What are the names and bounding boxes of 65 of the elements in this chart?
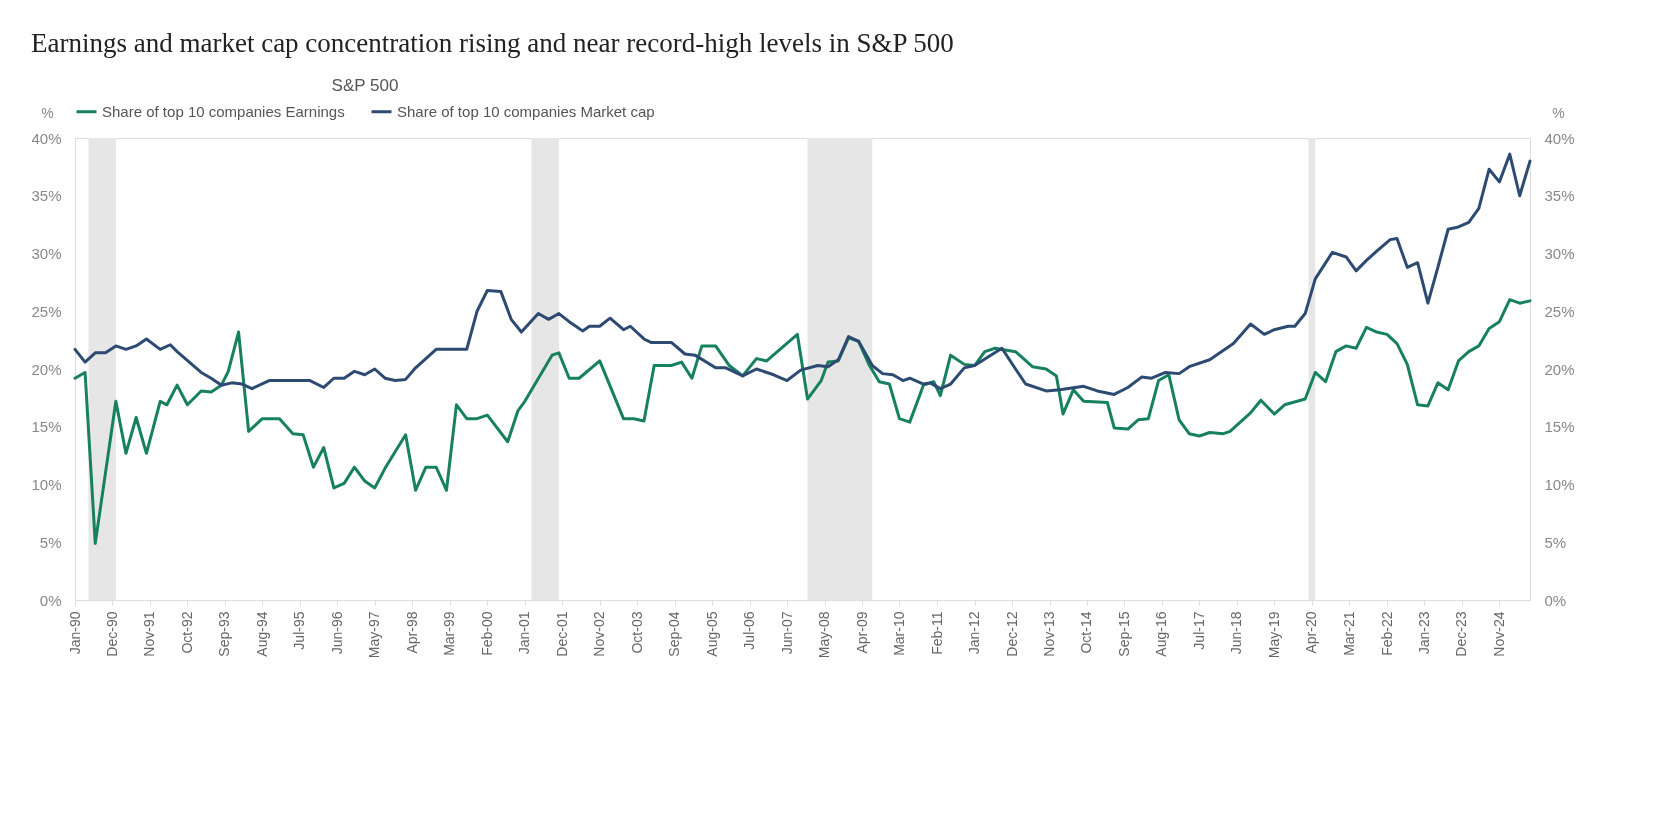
x-tick-label: Mar-21 [1340, 611, 1357, 656]
legend-label: Share of top 10 companies Earnings [102, 102, 345, 120]
x-tick-label: Jun-07 [778, 611, 795, 655]
x-tick-label: Nov-24 [1490, 611, 1507, 657]
x-tick-label: Sep-04 [666, 611, 683, 657]
y2-tick-label: 20% [1544, 360, 1575, 378]
y2-tick-label: 25% [1544, 302, 1575, 320]
x-tick-label: Nov-13 [1041, 611, 1058, 657]
y-tick-label: 30% [31, 245, 62, 262]
x-tick-label: May-08 [816, 611, 833, 659]
x-tick-label: Dec-01 [553, 611, 570, 657]
legend-label: Share of top 10 companies Market cap [397, 102, 655, 120]
line-series [73, 298, 1532, 545]
y-tick-label: 25% [31, 302, 62, 320]
y2-tick-label: 35% [1544, 187, 1575, 205]
y-tick-label: 15% [31, 418, 62, 436]
x-tick-label: Jul-95 [291, 611, 308, 650]
y2-tick-label: 30% [1544, 245, 1575, 262]
x-tick-label: Oct-03 [628, 611, 645, 654]
y-tick-label: 40% [31, 129, 62, 147]
chart-title: Earnings and market cap concentration rising and near record-high levels in S&P 500 [30, 28, 954, 58]
y2-tick-label: 15% [1544, 418, 1575, 436]
x-tick-label: Mar-99 [441, 611, 458, 656]
y2-tick-label: 10% [1544, 476, 1575, 493]
y2-tick-label: 0% [1544, 591, 1567, 609]
x-tick-label: May-97 [366, 611, 383, 659]
x-tick-label: May-19 [1265, 611, 1282, 659]
x-tick-label: Dec-12 [1003, 611, 1020, 657]
x-tick-label: Apr-20 [1303, 611, 1320, 654]
x-tick-label: Apr-98 [403, 611, 420, 654]
y-tick-label: 10% [31, 476, 62, 493]
x-tick-label: Nov-91 [141, 611, 158, 657]
y-tick-label: 0% [39, 591, 62, 609]
x-tick-label: Sep-15 [1115, 611, 1132, 657]
x-tick-label: Feb-11 [928, 611, 945, 655]
x-tick-label: Jan-23 [1415, 611, 1432, 655]
x-tick-label: Oct-92 [178, 611, 195, 654]
y-axis-title: % [41, 104, 54, 121]
x-tick-label: Dec-23 [1453, 611, 1470, 657]
x-tick-label: Aug-94 [253, 611, 270, 657]
x-tick-label: Jun-18 [1228, 611, 1245, 655]
x-tick-label: Jan-12 [966, 611, 983, 655]
x-tick-label: Jan-90 [66, 611, 83, 655]
x-tick-label: Mar-10 [890, 611, 907, 656]
x-tick-label: Jul-17 [1190, 611, 1207, 650]
y2-axis-title: % [1552, 104, 1565, 121]
line-series [73, 152, 1532, 396]
x-tick-label: Feb-22 [1378, 611, 1395, 656]
x-tick-label: Oct-14 [1078, 611, 1095, 654]
x-tick-label: Aug-16 [1153, 611, 1170, 657]
x-tick-label: Dec-90 [103, 611, 120, 657]
y-tick-label: 35% [31, 187, 62, 205]
x-tick-label: Feb-00 [478, 611, 495, 656]
y-tick-label: 20% [31, 360, 62, 378]
x-tick-label: Jan-01 [516, 611, 533, 655]
x-tick-label: Nov-02 [591, 611, 608, 657]
x-tick-label: Aug-05 [703, 611, 720, 657]
x-tick-label: Apr-09 [853, 611, 870, 654]
y2-tick-label: 40% [1544, 129, 1575, 147]
y-tick-label: 5% [39, 533, 62, 551]
x-tick-label: Jun-96 [328, 611, 345, 655]
x-tick-label: Jul-06 [741, 611, 758, 650]
y2-tick-label: 5% [1544, 533, 1567, 551]
legend-title: S&P 500 [331, 76, 399, 95]
x-tick-label: Sep-93 [216, 611, 233, 657]
